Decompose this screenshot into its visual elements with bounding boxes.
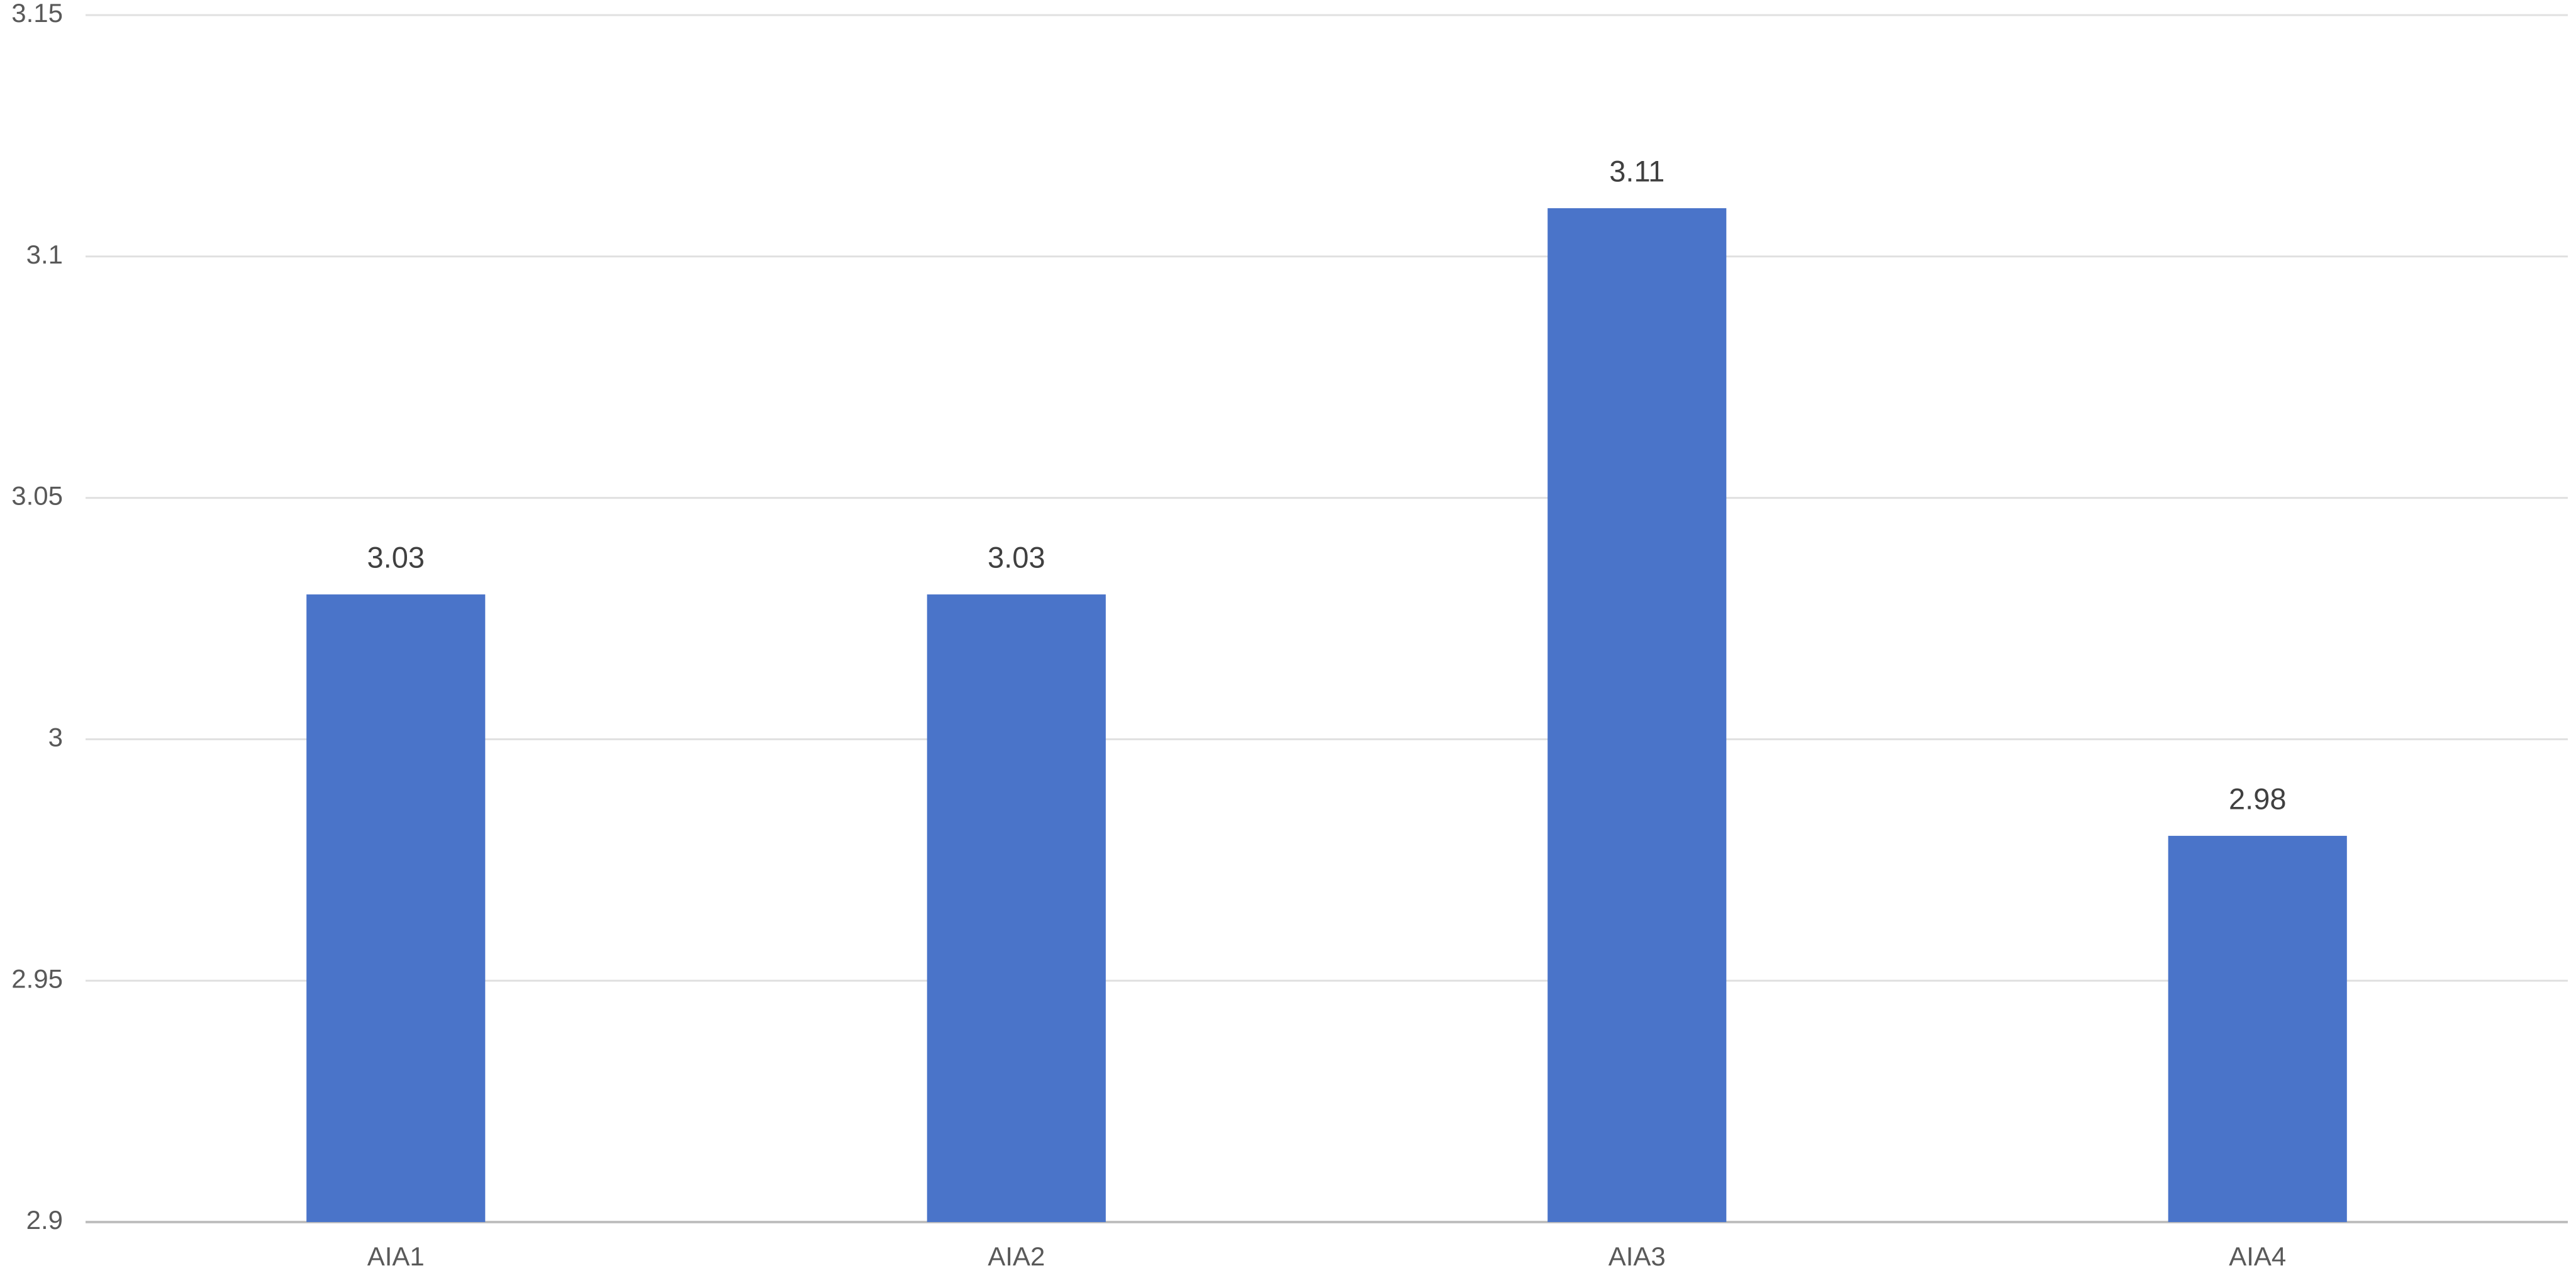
value-label: 3.03 [988, 541, 1045, 574]
y-tick-label: 3.05 [11, 481, 63, 511]
x-tick-label: AIA2 [988, 1242, 1045, 1271]
value-label: 3.11 [1609, 154, 1664, 187]
bar [306, 594, 486, 1222]
y-tick-label: 3 [48, 722, 63, 752]
x-tick-label: AIA1 [367, 1242, 425, 1271]
value-label: 3.03 [367, 541, 425, 574]
bar [927, 594, 1106, 1222]
y-tick-label: 2.9 [26, 1205, 63, 1235]
y-tick-label: 3.15 [11, 0, 63, 28]
bar [1547, 208, 1727, 1222]
value-label: 2.98 [2229, 782, 2286, 815]
x-tick-label: AIA4 [2229, 1242, 2286, 1271]
bar [2168, 835, 2347, 1222]
y-tick-label: 2.95 [11, 964, 63, 993]
x-tick-label: AIA3 [1609, 1242, 1666, 1271]
y-tick-label: 3.1 [26, 240, 63, 269]
